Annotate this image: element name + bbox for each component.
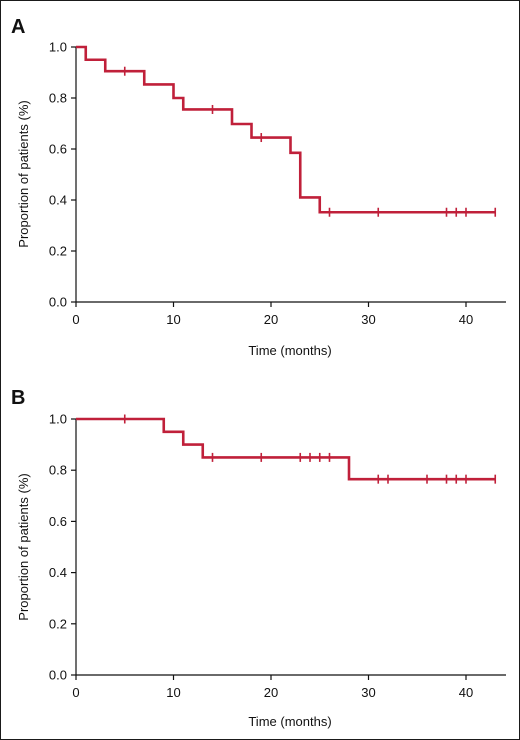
y-tick-label-b: 0.8 bbox=[49, 463, 67, 478]
km-step-line-a bbox=[76, 45, 496, 214]
ticks-a: 0.0 0.2 0.4 0.6 0.8 1.0 0 10 20 30 40 bbox=[49, 40, 473, 328]
y-tick-label-a: 0.6 bbox=[49, 142, 67, 157]
y-tick-label-a: 0.2 bbox=[49, 244, 67, 259]
x-tick-label-a: 40 bbox=[459, 312, 473, 327]
x-tick-label-a: 30 bbox=[361, 312, 375, 327]
y-tick-label-b: 0.0 bbox=[49, 668, 67, 683]
panel-b: B 0.0 0.2 0.4 0.6 0.8 1.0 0 10 20 30 40 Time (mont… bbox=[11, 387, 506, 729]
y-tick-label-b: 0.2 bbox=[49, 616, 67, 631]
y-tick-label-a: 0.4 bbox=[49, 193, 67, 208]
y-tick-label-a: 0.8 bbox=[49, 91, 67, 106]
ticks-b: 0.0 0.2 0.4 0.6 0.8 1.0 0 10 20 30 40 bbox=[49, 412, 473, 701]
km-curve-b bbox=[76, 414, 497, 484]
y-tick-label-b: 0.6 bbox=[49, 514, 67, 529]
y-tick-label-a: 1.0 bbox=[49, 40, 67, 55]
km-step-line-b bbox=[76, 417, 496, 481]
x-axis-title-b: Time (months) bbox=[248, 714, 331, 729]
y-tick-label-b: 0.4 bbox=[49, 565, 67, 580]
x-tick-label-a: 10 bbox=[166, 312, 180, 327]
x-tick-label-b: 10 bbox=[166, 685, 180, 700]
x-tick-label-b: 0 bbox=[72, 685, 79, 700]
panel-label-b: B bbox=[11, 387, 25, 409]
x-axis-title-a: Time (months) bbox=[248, 343, 331, 358]
km-curve-a bbox=[76, 45, 497, 217]
y-tick-label-b: 1.0 bbox=[49, 412, 67, 427]
x-tick-label-a: 20 bbox=[264, 312, 278, 327]
x-tick-label-a: 0 bbox=[72, 312, 79, 327]
x-tick-label-b: 30 bbox=[361, 685, 375, 700]
x-tick-label-b: 40 bbox=[459, 685, 473, 700]
y-axis-title-a: Proportion of patients (%) bbox=[16, 100, 31, 247]
y-tick-label-a: 0.0 bbox=[49, 295, 67, 310]
y-axis-title-b: Proportion of patients (%) bbox=[16, 473, 31, 620]
panel-a: A 0.0 0.2 0.4 0.6 0.8 1.0 0 10 20 30 40 Time (mont… bbox=[11, 16, 506, 358]
x-tick-label-b: 20 bbox=[264, 685, 278, 700]
panel-label-a: A bbox=[11, 16, 25, 38]
